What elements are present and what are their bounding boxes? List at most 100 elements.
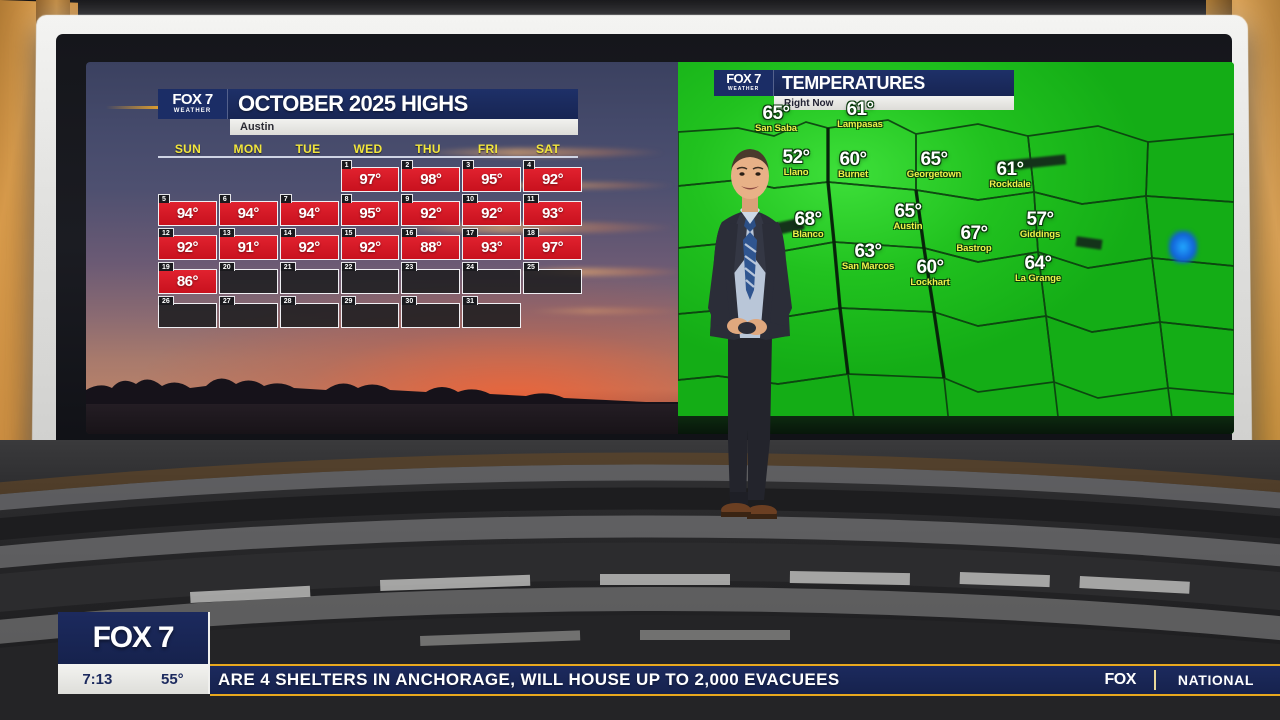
calendar-day-cell[interactable]: 24	[462, 262, 522, 294]
calendar-day-value	[401, 269, 461, 294]
calendar-day-value	[462, 303, 522, 328]
calendar-day-cell[interactable]: 18 97°	[523, 228, 582, 260]
calendar-day-cell[interactable]: 14 92°	[279, 228, 339, 260]
calendar-day-value	[462, 269, 522, 294]
calendar-day-cell[interactable]: 26	[158, 296, 217, 328]
calendar-day-value: 92°	[401, 201, 461, 226]
ticker-headline: ARE 4 SHELTERS IN ANCHORAGE, WILL HOUSE …	[218, 670, 840, 689]
map-city-reading: 60° Burnet	[838, 150, 868, 180]
calendar-day-cell[interactable]: 22	[340, 262, 400, 294]
news-ticker[interactable]: ARE 4 SHELTERS IN ANCHORAGE, WILL HOUSE …	[210, 664, 1280, 694]
calendar-day-value: 97°	[340, 167, 400, 192]
calendar-day-cell[interactable]: 10 92°	[462, 194, 522, 226]
calendar-day-value: 93°	[462, 235, 522, 260]
calendar-day-cell[interactable]: 12 92°	[158, 228, 217, 260]
calendar-day-cell[interactable]: 9 92°	[401, 194, 461, 226]
calendar-day-cell[interactable]: 3 95°	[462, 160, 522, 192]
calendar-day-number: 7	[279, 194, 292, 203]
calendar-day-header: SAT	[535, 142, 560, 156]
calendar-day-number: 18	[523, 228, 539, 237]
calendar-day-cell[interactable]: 25	[523, 262, 582, 294]
calendar-day-value: 97°	[523, 235, 582, 260]
calendar-day-cell[interactable]: 17 93°	[462, 228, 522, 260]
calendar-day-number: 29	[340, 296, 357, 305]
calendar-day-value: 92°	[523, 167, 582, 192]
cloud-streak	[526, 308, 678, 314]
calendar-day-value	[218, 303, 278, 328]
map-city-name: Llano	[783, 167, 809, 178]
calendar-high-temperature: 92°	[481, 205, 503, 222]
calendar-day-value: 94°	[158, 201, 217, 226]
calendar-high-temperature: 88°	[420, 239, 442, 256]
calendar-day-number: 19	[158, 262, 174, 271]
calendar-day-cell[interactable]: 28	[279, 296, 339, 328]
calendar-day-cell[interactable]: 2 98°	[401, 160, 461, 192]
calendar-day-value	[340, 303, 400, 328]
calendar-high-temperature: 95°	[359, 205, 381, 222]
calendar-day-headers: SUN MON TUE WED THU FRI SAT	[158, 142, 578, 158]
tree-silhouette	[86, 378, 678, 408]
calendar-day-cell[interactable]: 21	[279, 262, 339, 294]
calendar-day-cell[interactable]: 23	[401, 262, 461, 294]
calendar-day-value: 92°	[340, 235, 400, 260]
calendar-high-temperature: 95°	[481, 171, 503, 188]
calendar-day-cell[interactable]: 5 94°	[158, 194, 217, 226]
map-city-reading: 52° Llano	[783, 148, 811, 178]
calendar-day-value: 92°	[462, 201, 522, 226]
calendar-day-number: 30	[401, 296, 418, 305]
calendar-day-cell[interactable]: 4 92°	[523, 160, 582, 192]
map-city-name: Lampasas	[837, 119, 883, 130]
calendar-day-cell[interactable]: 7 94°	[279, 194, 339, 226]
calendar-header-bar: FOX 7 WEATHER OCTOBER 2025 HIGHS	[158, 89, 578, 119]
calendar-day-value: 95°	[340, 201, 400, 226]
map-city-reading: 63° San Marcos	[842, 242, 894, 272]
calendar-day-cell[interactable]: 29	[340, 296, 400, 328]
calendar-day-value	[158, 303, 217, 328]
map-city-reading: 60° Lockhart	[910, 258, 949, 288]
map-city-name: Blanco	[792, 229, 824, 240]
calendar-day-cell[interactable]: 8 95°	[340, 194, 400, 226]
calendar-title: OCTOBER 2025 HIGHS	[238, 91, 468, 116]
calendar-high-temperature: 94°	[298, 205, 321, 222]
calendar-day-cell[interactable]: 27	[218, 296, 278, 328]
calendar-day-value: 94°	[279, 201, 339, 226]
calendar-day-cell[interactable]: 1 97°	[340, 160, 400, 192]
map-city-name: Lockhart	[910, 277, 950, 288]
map-city-temperature: 65°	[894, 201, 923, 222]
ticker-bottom-accent	[210, 694, 1280, 696]
calendar-day-number: 5	[158, 194, 170, 203]
calendar-day-cell	[280, 160, 339, 192]
map-header-bar: FOX 7 WEATHER TEMPERATURES	[714, 70, 1014, 96]
calendar-day-cell[interactable]: 6 94°	[218, 194, 278, 226]
calendar-high-temperature: 92°	[359, 239, 381, 256]
calendar-day-value	[279, 269, 339, 294]
calendar-high-temperature: 98°	[420, 171, 442, 188]
calendar-day-value: 92°	[158, 235, 217, 260]
clock-time: 7:13	[82, 670, 113, 688]
current-temperature: 55°	[160, 670, 184, 688]
calendar-day-cell[interactable]: 16 88°	[401, 228, 461, 260]
calendar-day-cell[interactable]: 30	[401, 296, 461, 328]
calendar-day-cell[interactable]: 19 86°	[158, 262, 217, 294]
calendar-day-cell[interactable]: 31	[462, 296, 522, 328]
calendar-high-temperature: 92°	[541, 171, 564, 188]
calendar-day-cell[interactable]: 20	[218, 262, 278, 294]
calendar-day-value	[279, 303, 339, 328]
calendar-high-temperature: 93°	[481, 239, 503, 256]
calendar-grid: 1 97° 2 98° 3 95° 4 92° 5 94° 6 94° 7 94° 8 95° 9 92° 10 92…	[158, 160, 582, 328]
map-city-name: Georgetown	[906, 169, 962, 180]
map-city-reading: 67° Bastrop	[956, 224, 991, 254]
calendar-high-temperature: 93°	[541, 205, 564, 222]
calendar-day-number: 10	[462, 194, 479, 203]
calendar-day-cell[interactable]: 15 92°	[340, 228, 400, 260]
calendar-day-number: 13	[218, 228, 235, 237]
calendar-day-cell[interactable]: 11 93°	[523, 194, 582, 226]
calendar-day-header: WED	[353, 142, 383, 156]
calendar-day-cell	[158, 160, 217, 192]
calendar-day-number: 27	[218, 296, 235, 305]
map-city-temperature: 67°	[960, 223, 989, 244]
map-city-name: Giddings	[1019, 229, 1061, 240]
calendar-day-cell[interactable]: 13 91°	[218, 228, 278, 260]
map-city-reading: 61° Rockdale	[989, 160, 1031, 190]
